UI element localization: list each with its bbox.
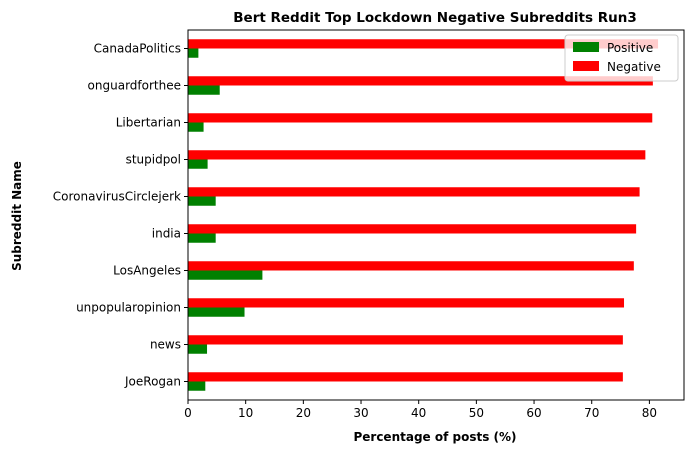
y-axis-label: Subreddit Name <box>10 161 24 271</box>
legend: Positive Negative <box>564 34 679 82</box>
y-tick-label-india: india <box>152 227 181 241</box>
bar-negative-canadapolitics <box>188 39 659 49</box>
y-tick-label-news: news <box>150 338 181 352</box>
bar-negative-india <box>188 224 637 234</box>
bar-positive-coronaviruscirclejerk <box>188 196 216 206</box>
legend-swatch-positive <box>573 42 599 52</box>
bar-positive-joerogan <box>188 381 206 391</box>
y-tick-label-canadapolitics: CanadaPolitics <box>94 42 181 56</box>
bar-positive-canadapolitics <box>188 48 199 58</box>
plot-area: CanadaPolitics onguardforthee Libertarian s… <box>53 29 685 420</box>
legend-swatch-negative <box>573 61 599 71</box>
x-tick-label-60: 60 <box>526 406 541 420</box>
x-tick-label-20: 20 <box>296 406 311 420</box>
bar-positive-unpopularopinion <box>188 307 245 317</box>
x-axis-label: Percentage of posts (%) <box>353 430 516 444</box>
x-tick-label-40: 40 <box>411 406 426 420</box>
bar-negative-onguardforthee <box>188 76 653 86</box>
bar-negative-libertarian <box>188 113 653 123</box>
axes-frame <box>187 29 685 401</box>
legend-label-positive: Positive <box>607 41 653 55</box>
y-tick-label-stupidpol: stupidpol <box>126 153 181 167</box>
x-tick-label-0: 0 <box>184 406 192 420</box>
x-tick-label-50: 50 <box>469 406 484 420</box>
y-tick-label-coronaviruscirclejerk: CoronavirusCirclejerk <box>53 190 181 204</box>
bar-positive-stupidpol <box>188 159 208 169</box>
y-tick-label-losangeles: LosAngeles <box>113 264 181 278</box>
y-tick-label-onguardforthee: onguardforthee <box>88 79 181 93</box>
legend-label-negative: Negative <box>607 60 661 74</box>
bar-positive-losangeles <box>188 270 263 280</box>
bar-negative-joerogan <box>188 372 623 382</box>
bar-negative-unpopularopinion <box>188 298 625 308</box>
y-tick-label-libertarian: Libertarian <box>116 116 181 130</box>
x-tick-label-30: 30 <box>353 406 368 420</box>
y-tick-label-joerogan: JoeRogan <box>124 375 181 389</box>
y-tick-label-unpopularopinion: unpopularopinion <box>76 301 181 315</box>
bar-negative-stupidpol <box>188 150 646 160</box>
bar-negative-coronaviruscirclejerk <box>188 187 640 197</box>
bar-positive-india <box>188 233 216 243</box>
x-tick-label-10: 10 <box>238 406 253 420</box>
bar-positive-news <box>188 344 208 354</box>
bar-negative-news <box>188 335 623 345</box>
bar-negative-losangeles <box>188 261 634 271</box>
bar-positive-libertarian <box>188 122 204 132</box>
bar-positive-onguardforthee <box>188 85 220 95</box>
x-tick-label-80: 80 <box>642 406 657 420</box>
x-tick-label-70: 70 <box>584 406 599 420</box>
chart-title: Bert Reddit Top Lockdown Negative Subred… <box>233 10 636 26</box>
